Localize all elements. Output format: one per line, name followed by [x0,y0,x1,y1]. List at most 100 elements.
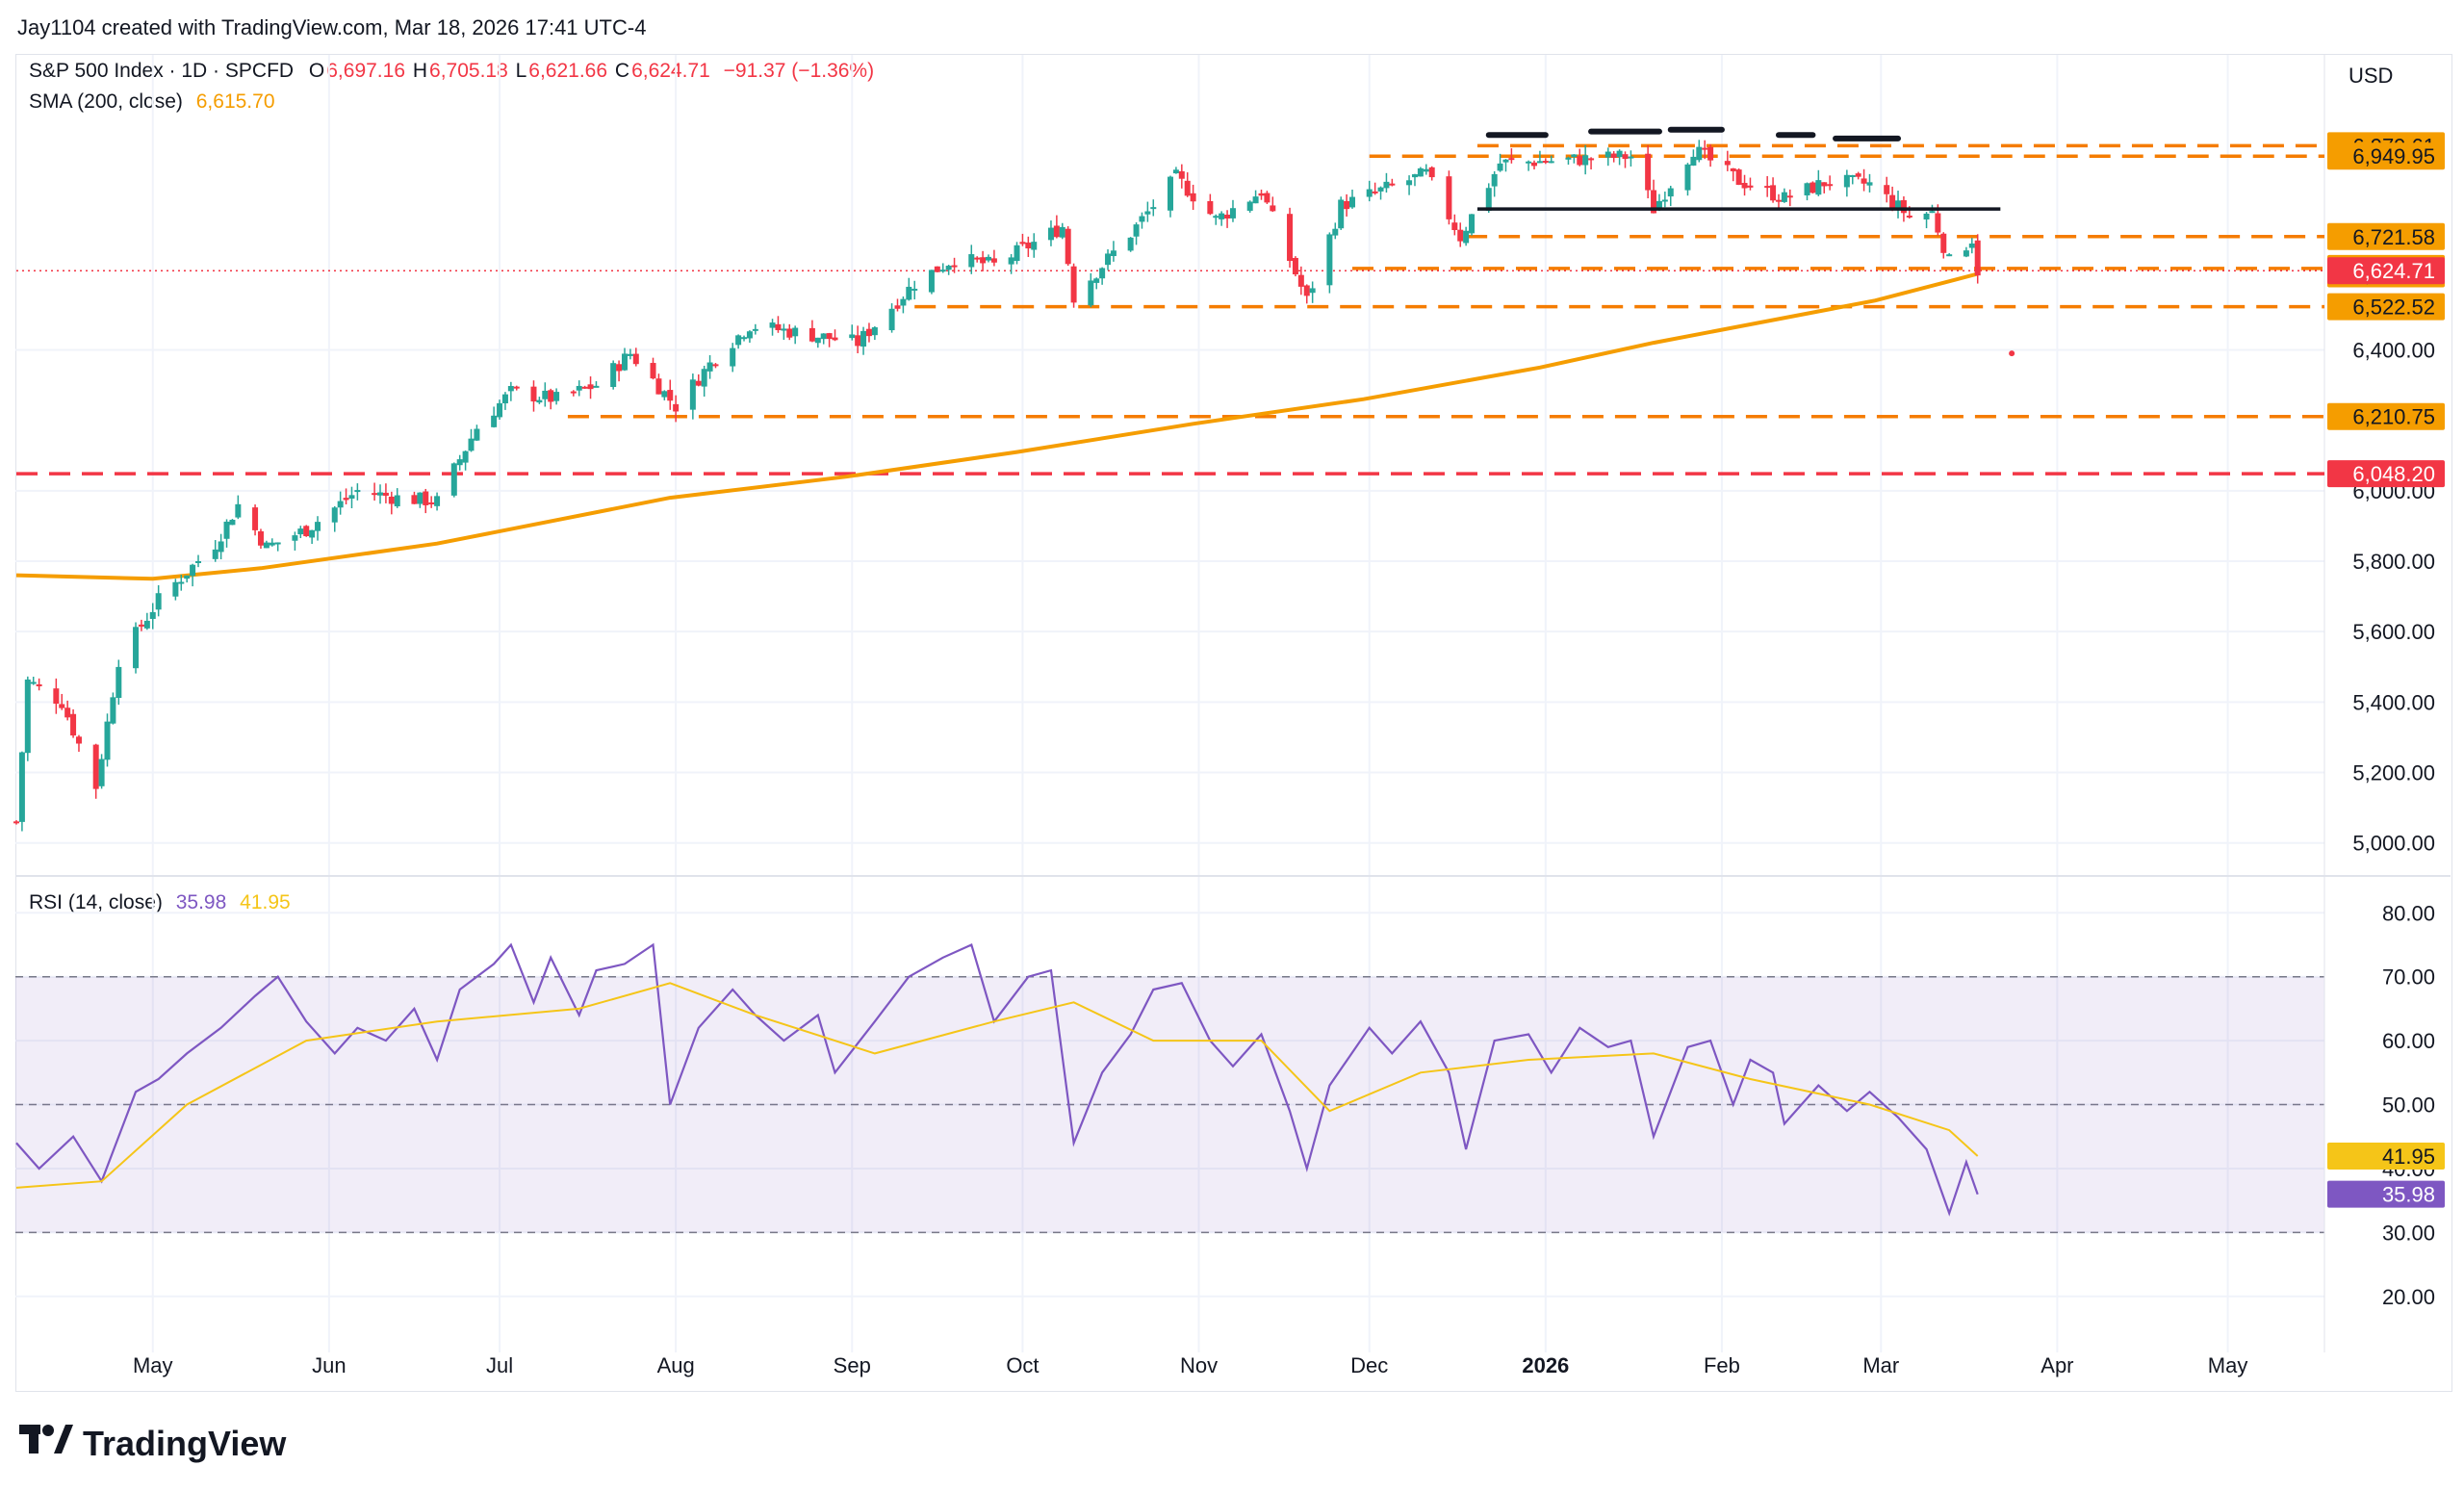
main-legend: S&P 500 Index · 1D · SPCFD O6,697.16 H6,… [29,60,876,83]
candle-body [394,495,400,507]
candle-body [98,759,105,786]
candle-body [1377,187,1384,192]
candle-body [1690,156,1697,167]
candle-body [1935,213,1941,233]
low-label: L [515,60,527,82]
candle-body [18,752,25,822]
candle-body [1781,192,1787,202]
candle-body [354,490,361,493]
tradingview-brand[interactable]: TradingView [19,1423,286,1464]
price-axis[interactable]: 5,000.00 5,200.00 5,400.00 5,600.00 5,800.00… [2352,338,2435,1308]
candle-body [497,402,503,418]
candle-body [468,438,475,451]
tv-logo-shape [19,1425,73,1453]
close-value: 6,624.71 [631,60,710,82]
candle-body [1463,230,1470,244]
last-price-badge: 6,624.71 [2352,259,2435,283]
high-label: H [412,60,428,82]
price-levels [16,143,2324,476]
candle-body [1610,153,1617,158]
candle-body [894,305,901,309]
candle-body [212,549,218,559]
candle-body [1127,237,1134,251]
currency-label[interactable]: USD [2348,64,2393,88]
candle-body [1536,161,1543,164]
candle-body [263,542,270,549]
level-badge-bg [2327,293,2445,321]
candle-body [172,581,179,597]
candle-body [1297,274,1304,287]
chart-credit: Jay1104 created with TradingView.com, Ma… [17,15,647,39]
marker-dot [2009,350,2015,357]
candle-body [382,492,389,497]
candle-body [1542,161,1549,164]
time-axis[interactable]: May Jun Jul Aug Sep Oct Nov Dec 2026 Feb Mar Apr May [133,1353,2247,1377]
rsi-tick-label: 50.00 [2382,1093,2435,1118]
candle-body [36,683,42,686]
candle-body [1724,161,1731,166]
time-tick-label: May [133,1353,173,1377]
level-badge: 6,721.58 [2352,225,2435,249]
candle-body [1526,161,1532,164]
tradingview-logo-icon [19,1423,73,1464]
candle-body [1344,200,1350,210]
candle-body [667,390,674,401]
time-tick-label: May [2208,1353,2248,1377]
rsi-tick-label: 70.00 [2382,965,2435,990]
candle-body [939,270,946,272]
candle-body [786,328,793,338]
candle-body [1110,250,1116,257]
candle-body [133,627,140,669]
rsi-label[interactable]: RSI (14, close) [29,891,163,913]
candle-body [235,503,242,518]
rsi-ma-value: 41.95 [240,891,291,913]
candle-body [616,364,623,372]
candle-body [769,322,776,328]
candle-body [792,327,799,337]
candle-body [1428,167,1435,178]
candle-body [343,498,349,501]
candle-body [1389,183,1396,186]
open-label: O [308,60,325,82]
candle-body [372,493,378,496]
candle-body [1900,200,1907,214]
candle-body [820,333,827,340]
candle-body [1565,157,1572,160]
candle-body [860,330,867,347]
candle-body [303,526,310,537]
candle-body [775,323,782,330]
candle-body [1099,268,1106,279]
candle-body [1258,193,1265,196]
level-badge-bg [2327,402,2445,430]
candle-body [1889,194,1896,209]
price-chart[interactable]: 5,000.00 5,200.00 5,400.00 5,600.00 5,800.00… [0,0,2464,1396]
candle-body [1252,196,1259,204]
symbol-title[interactable]: S&P 500 Index · 1D · SPCFD [29,60,295,82]
candle-body [1246,201,1253,211]
candle-body [30,682,37,684]
candle-body [1747,185,1754,188]
sma-legend: SMA (200, close) 6,615.70 [29,90,277,114]
candle-body [826,333,833,340]
rsi-tick-label: 20.00 [2382,1285,2435,1309]
price-badges: 6,979.616,949.956,721.586,631.136,615.70… [2327,132,2445,1208]
level-badge-bg [2327,222,2445,250]
candle-body [1963,250,1969,257]
chart-frame [15,54,2452,1392]
candle-body [315,522,321,531]
candle-body [218,541,224,553]
sma-label[interactable]: SMA (200, close) [29,90,183,113]
candle-body [1144,211,1151,215]
candle-body [53,688,60,705]
candle-body [377,492,384,496]
rsi-band [15,976,2324,1233]
candle-body [1349,196,1356,208]
candle-body [1861,178,1867,184]
candle-body [388,496,395,504]
price-tick-label: 5,600.00 [2352,620,2435,644]
candle-body [1139,216,1145,222]
candle-body [1332,228,1339,236]
candle-body [1968,243,1975,248]
candle-body [223,521,230,539]
candle-body [849,334,856,339]
